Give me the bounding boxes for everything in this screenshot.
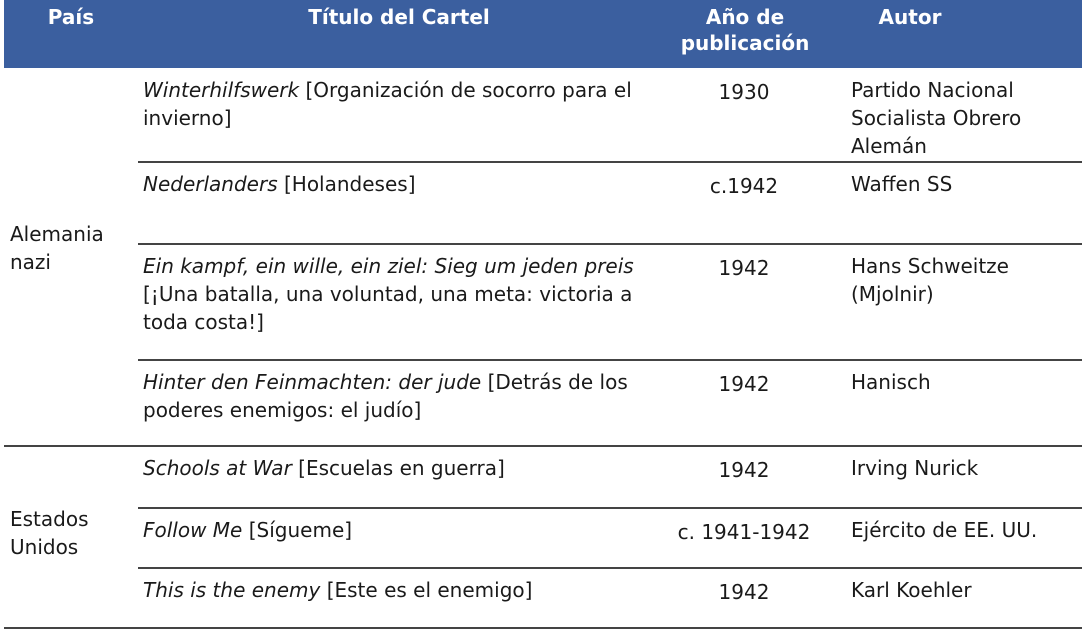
poster-title-cell: Nederlanders [Holandeses] (143, 170, 643, 198)
original-title: Follow Me (143, 518, 243, 542)
poster-title-cell: Schools at War [Escuelas en guerra] (143, 454, 643, 482)
poster-title-cell: Winterhilfswerk [Organización de socorro… (143, 76, 643, 132)
poster-title-cell: Ein kampf, ein wille, ein ziel: Sieg um … (143, 252, 643, 336)
poster-title-cell: This is the enemy [Este es el enemigo] (143, 576, 643, 604)
year-cell: c. 1941-1942 (677, 520, 811, 544)
year-cell: 1930 (718, 80, 770, 104)
year-cell: c.1942 (709, 174, 779, 198)
row-divider (138, 359, 1082, 361)
country-cell: Alemania nazi (10, 222, 104, 274)
year-cell: 1942 (718, 580, 770, 604)
author-cell: Karl Koehler (851, 578, 972, 602)
original-title: This is the enemy (143, 578, 321, 602)
translated-title: [Organización de socorro para el inviern… (143, 78, 632, 130)
author-cell: Irving Nurick (851, 456, 979, 480)
header-country: País (47, 5, 95, 29)
author-cell: Waffen SS (851, 172, 953, 196)
year-cell: 1942 (718, 372, 770, 396)
row-divider (4, 627, 1082, 629)
year-cell: 1942 (718, 256, 770, 280)
country-cell: Estados Unidos (10, 507, 89, 559)
original-title: Schools at War (143, 456, 292, 480)
row-divider (138, 243, 1082, 245)
header-author: Autor (878, 5, 942, 29)
row-divider (138, 567, 1082, 569)
original-title: Ein kampf, ein wille, ein ziel: Sieg um … (143, 254, 634, 278)
original-title: Hinter den Feinmachten: der jude (143, 370, 482, 394)
author-cell: Ejército de EE. UU. (851, 518, 1038, 542)
header-year: Año de publicación (680, 5, 810, 55)
year-cell: 1942 (718, 458, 770, 482)
author-cell: Hans Schweitze (Mjolnir) (851, 254, 1009, 306)
translated-title: [Holandeses] (277, 172, 416, 196)
translated-title: [Sígueme] (242, 518, 353, 542)
table-header (4, 0, 1082, 68)
poster-title-cell: Hinter den Feinmachten: der jude [Detrás… (143, 368, 643, 424)
translated-title: [Este es el enemigo] (320, 578, 533, 602)
original-title: Winterhilfswerk (143, 78, 300, 102)
header-title: Título del Cartel (308, 5, 490, 29)
row-divider (138, 507, 1082, 509)
translated-title: [Detrás de los poderes enemigos: el judí… (143, 370, 628, 422)
author-cell: Partido Nacional Socialista Obrero Alemá… (851, 78, 1022, 158)
author-cell: Hanisch (851, 370, 931, 394)
original-title: Nederlanders (143, 172, 278, 196)
poster-title-cell: Follow Me [Sígueme] (143, 516, 643, 544)
row-divider (138, 161, 1082, 163)
translated-title: [¡Una batalla, una voluntad, una meta: v… (143, 282, 633, 334)
row-divider (4, 445, 1082, 447)
translated-title: [Escuelas en guerra] (291, 456, 505, 480)
